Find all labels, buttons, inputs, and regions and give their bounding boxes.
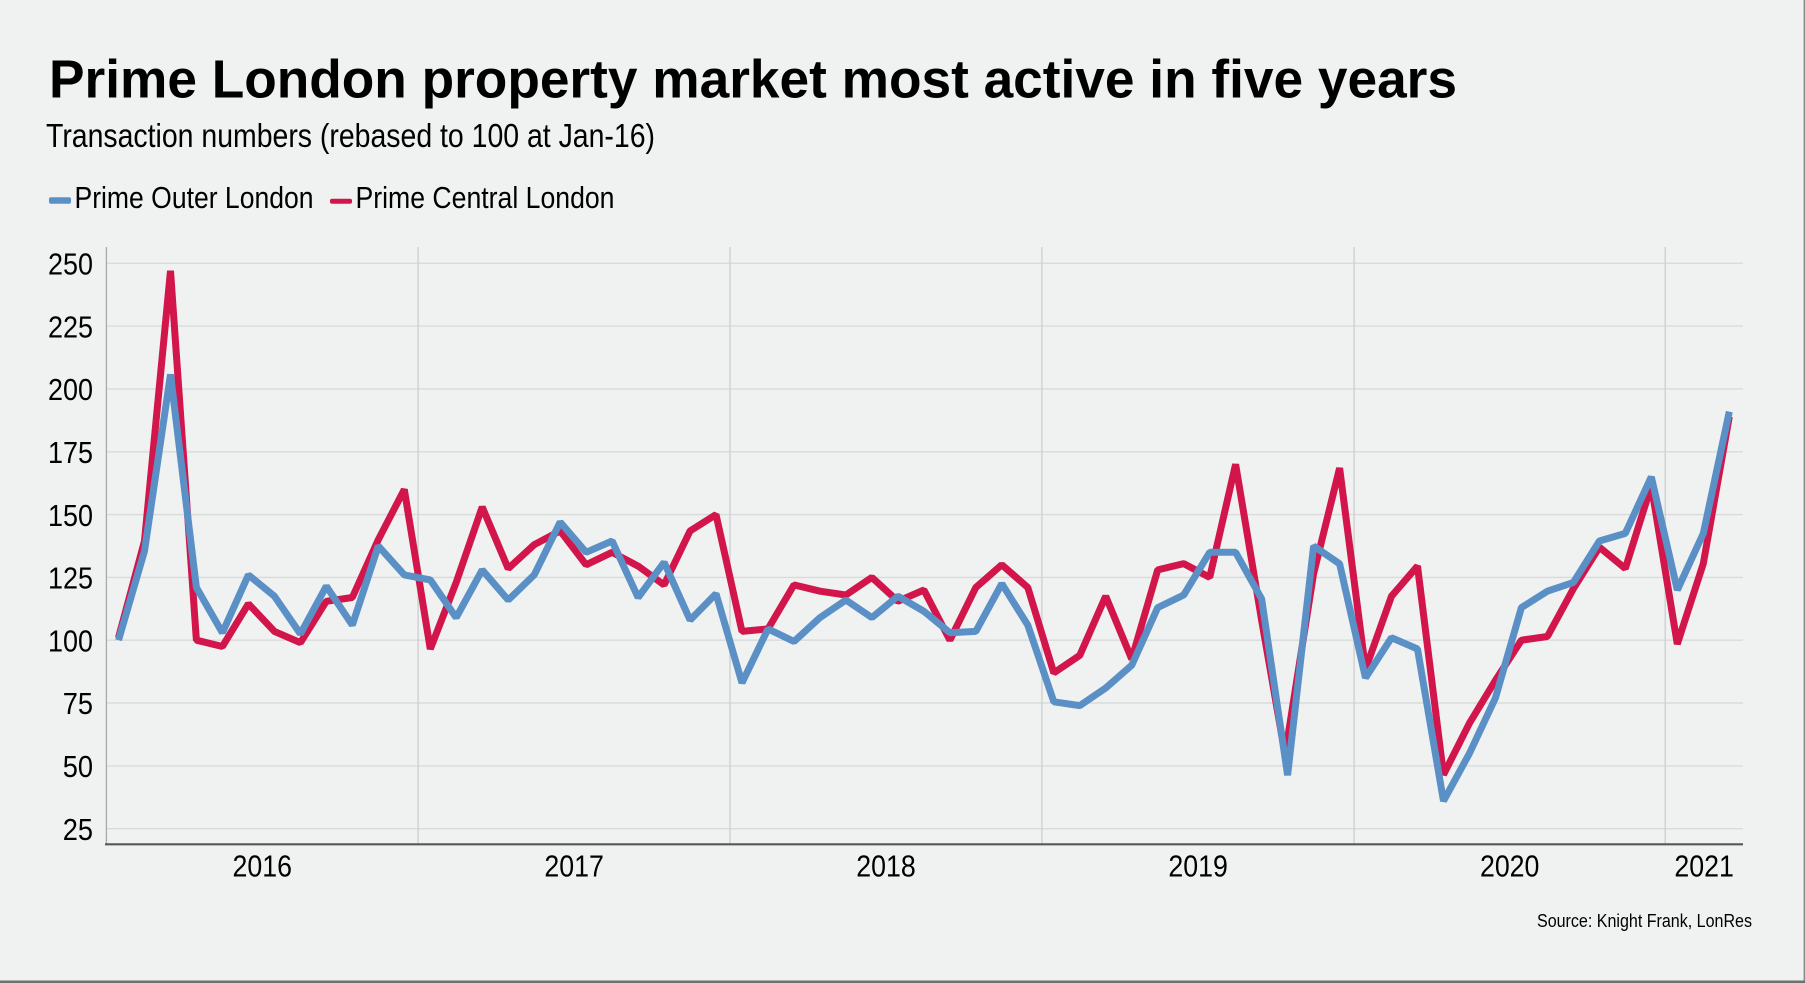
svg-text:Prime Central London: Prime Central London [356,181,615,215]
svg-text:Source: Knight Frank, LonRes: Source: Knight Frank, LonRes [1537,910,1752,931]
svg-text:250: 250 [48,247,93,282]
svg-text:25: 25 [63,812,93,847]
svg-text:100: 100 [48,623,93,658]
svg-text:2019: 2019 [1168,849,1228,884]
svg-text:Transaction numbers (rebased t: Transaction numbers (rebased to 100 at J… [46,117,655,154]
svg-text:150: 150 [48,498,93,533]
svg-text:125: 125 [48,561,93,596]
svg-text:2021: 2021 [1674,849,1734,884]
svg-text:Prime Outer London: Prime Outer London [75,181,314,215]
svg-text:2016: 2016 [233,849,293,884]
svg-text:Prime London property market m: Prime London property market most active… [49,50,1457,110]
svg-text:2020: 2020 [1480,849,1540,884]
svg-text:200: 200 [48,372,93,407]
svg-text:75: 75 [63,686,93,721]
svg-text:225: 225 [48,309,93,344]
svg-text:175: 175 [48,435,93,470]
svg-text:2017: 2017 [544,849,604,884]
svg-text:50: 50 [63,749,93,784]
svg-text:2018: 2018 [856,849,916,884]
